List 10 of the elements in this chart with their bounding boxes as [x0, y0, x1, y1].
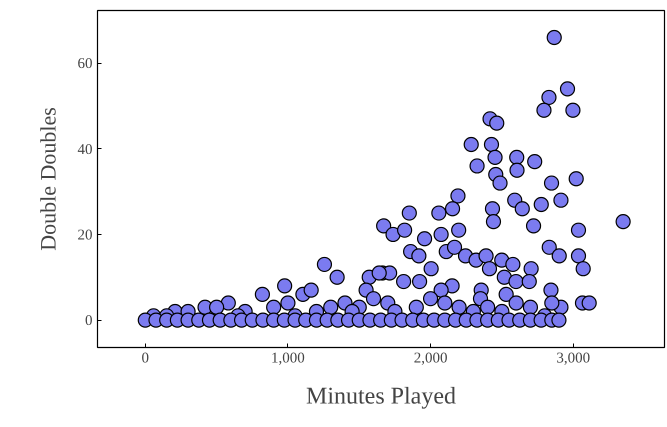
x-tick-label: 2,000 — [414, 350, 448, 366]
x-tick-label: 1,000 — [271, 350, 305, 366]
y-tick-label: 40 — [78, 142, 92, 158]
x-tick-label: 3,000 — [556, 350, 590, 366]
y-tick-label: 60 — [78, 56, 92, 72]
y-tick-label: 0 — [85, 313, 92, 330]
x-axis-title: Minutes Played — [306, 384, 456, 410]
x-tick-label: 0 — [142, 350, 150, 366]
y-axis-title: Double Doubles — [36, 107, 60, 251]
y-tick-label: 20 — [78, 227, 92, 244]
